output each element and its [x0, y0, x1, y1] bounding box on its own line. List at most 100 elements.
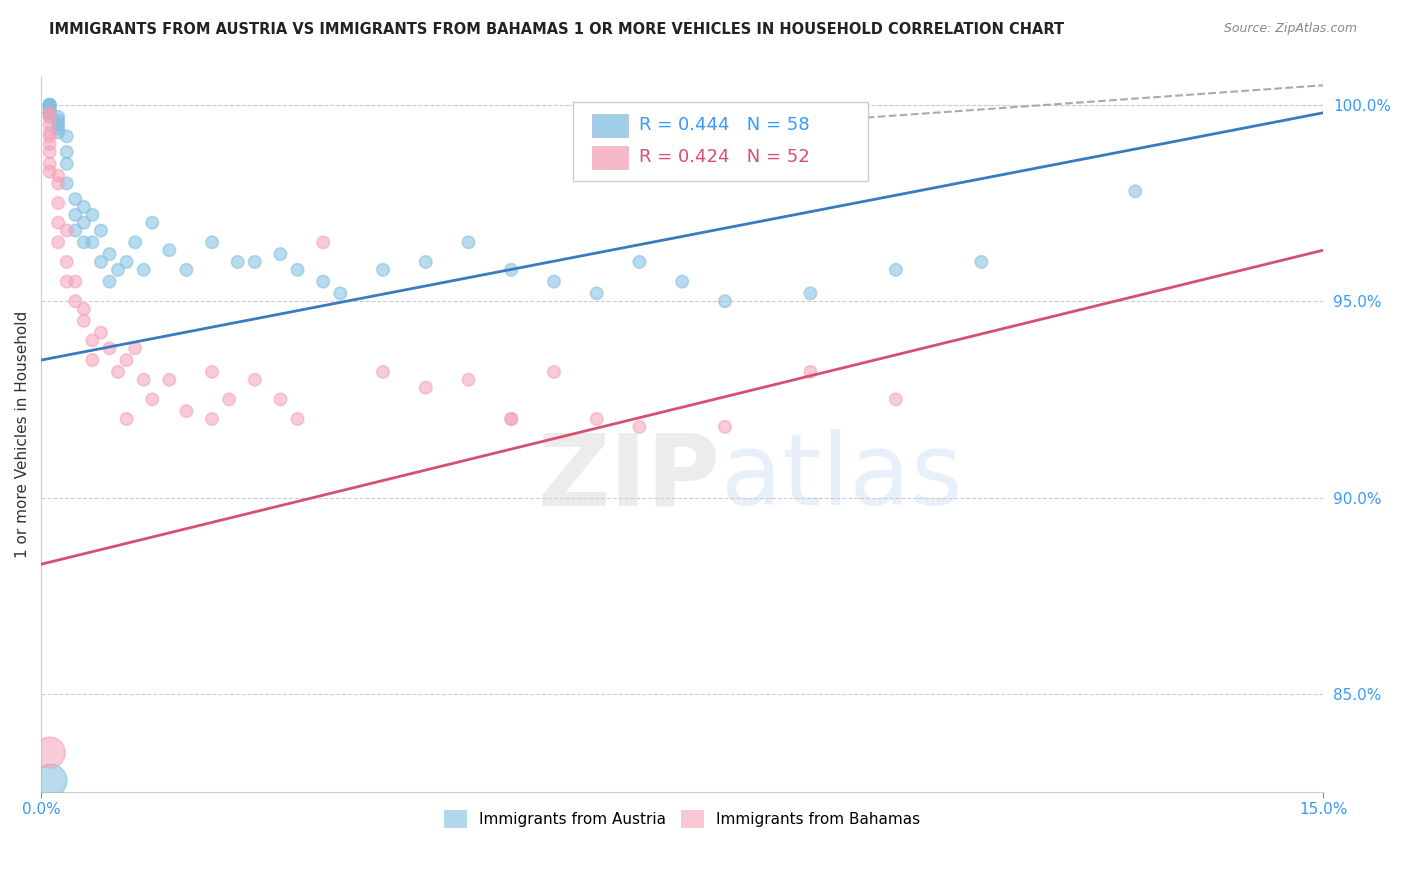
Point — [38, 98, 60, 112]
Point — [226, 255, 249, 269]
Point — [46, 118, 69, 132]
Point — [38, 118, 60, 132]
Point — [312, 235, 335, 250]
Point — [73, 200, 96, 214]
Point — [884, 392, 907, 407]
Point — [243, 255, 266, 269]
Point — [115, 255, 138, 269]
Point — [115, 353, 138, 368]
Point — [287, 412, 309, 426]
Point — [55, 157, 77, 171]
Point — [38, 125, 60, 139]
Point — [38, 110, 60, 124]
Point — [82, 353, 104, 368]
Text: Source: ZipAtlas.com: Source: ZipAtlas.com — [1223, 22, 1357, 36]
Point — [371, 365, 394, 379]
Point — [457, 373, 479, 387]
Point — [714, 294, 737, 309]
Point — [82, 208, 104, 222]
Point — [55, 145, 77, 159]
FancyBboxPatch shape — [592, 146, 628, 169]
Point — [671, 275, 693, 289]
Point — [141, 216, 163, 230]
Point — [38, 98, 60, 112]
FancyBboxPatch shape — [592, 114, 628, 136]
Point — [176, 404, 198, 418]
Point — [90, 255, 112, 269]
Point — [90, 223, 112, 237]
Point — [38, 105, 60, 120]
Point — [115, 412, 138, 426]
Point — [65, 223, 87, 237]
Point — [73, 235, 96, 250]
Point — [543, 275, 565, 289]
Point — [98, 342, 121, 356]
Point — [90, 326, 112, 340]
Text: R = 0.424   N = 52: R = 0.424 N = 52 — [638, 148, 810, 167]
Text: atlas: atlas — [721, 429, 962, 526]
Point — [176, 262, 198, 277]
Point — [82, 334, 104, 348]
Point — [269, 392, 291, 407]
Point — [38, 105, 60, 120]
Point — [55, 177, 77, 191]
Point — [714, 420, 737, 434]
Point — [82, 235, 104, 250]
Point — [218, 392, 240, 407]
Point — [107, 262, 129, 277]
Point — [585, 286, 607, 301]
Point — [269, 247, 291, 261]
Point — [243, 373, 266, 387]
Point — [1123, 184, 1146, 198]
Point — [73, 216, 96, 230]
Point — [55, 255, 77, 269]
Point — [46, 110, 69, 124]
Point — [970, 255, 993, 269]
Point — [65, 208, 87, 222]
Point — [501, 412, 523, 426]
FancyBboxPatch shape — [574, 103, 868, 181]
Point — [415, 381, 437, 395]
Point — [98, 247, 121, 261]
Point — [132, 262, 155, 277]
Point — [38, 129, 60, 144]
Point — [38, 102, 60, 116]
Point — [65, 192, 87, 206]
Text: ZIP: ZIP — [537, 429, 721, 526]
Point — [38, 164, 60, 178]
Point — [38, 105, 60, 120]
Point — [65, 294, 87, 309]
Point — [628, 420, 651, 434]
Point — [124, 342, 146, 356]
Point — [38, 773, 60, 788]
Point — [55, 129, 77, 144]
Point — [46, 177, 69, 191]
Point — [501, 262, 523, 277]
Point — [55, 223, 77, 237]
Point — [38, 137, 60, 152]
Point — [312, 275, 335, 289]
Point — [38, 98, 60, 112]
Point — [799, 365, 821, 379]
Point — [38, 105, 60, 120]
Y-axis label: 1 or more Vehicles in Household: 1 or more Vehicles in Household — [15, 311, 30, 558]
Point — [46, 125, 69, 139]
Point — [132, 373, 155, 387]
Text: R = 0.444   N = 58: R = 0.444 N = 58 — [638, 116, 810, 135]
Point — [38, 110, 60, 124]
Point — [457, 235, 479, 250]
Legend: Immigrants from Austria, Immigrants from Bahamas: Immigrants from Austria, Immigrants from… — [437, 804, 927, 834]
Point — [55, 275, 77, 289]
Point — [38, 145, 60, 159]
Point — [287, 262, 309, 277]
Point — [73, 314, 96, 328]
Point — [38, 102, 60, 116]
Point — [585, 412, 607, 426]
Point — [201, 412, 224, 426]
Point — [46, 196, 69, 211]
Point — [157, 243, 180, 257]
Point — [46, 169, 69, 183]
Point — [107, 365, 129, 379]
Point — [38, 157, 60, 171]
Text: IMMIGRANTS FROM AUSTRIA VS IMMIGRANTS FROM BAHAMAS 1 OR MORE VEHICLES IN HOUSEHO: IMMIGRANTS FROM AUSTRIA VS IMMIGRANTS FR… — [49, 22, 1064, 37]
